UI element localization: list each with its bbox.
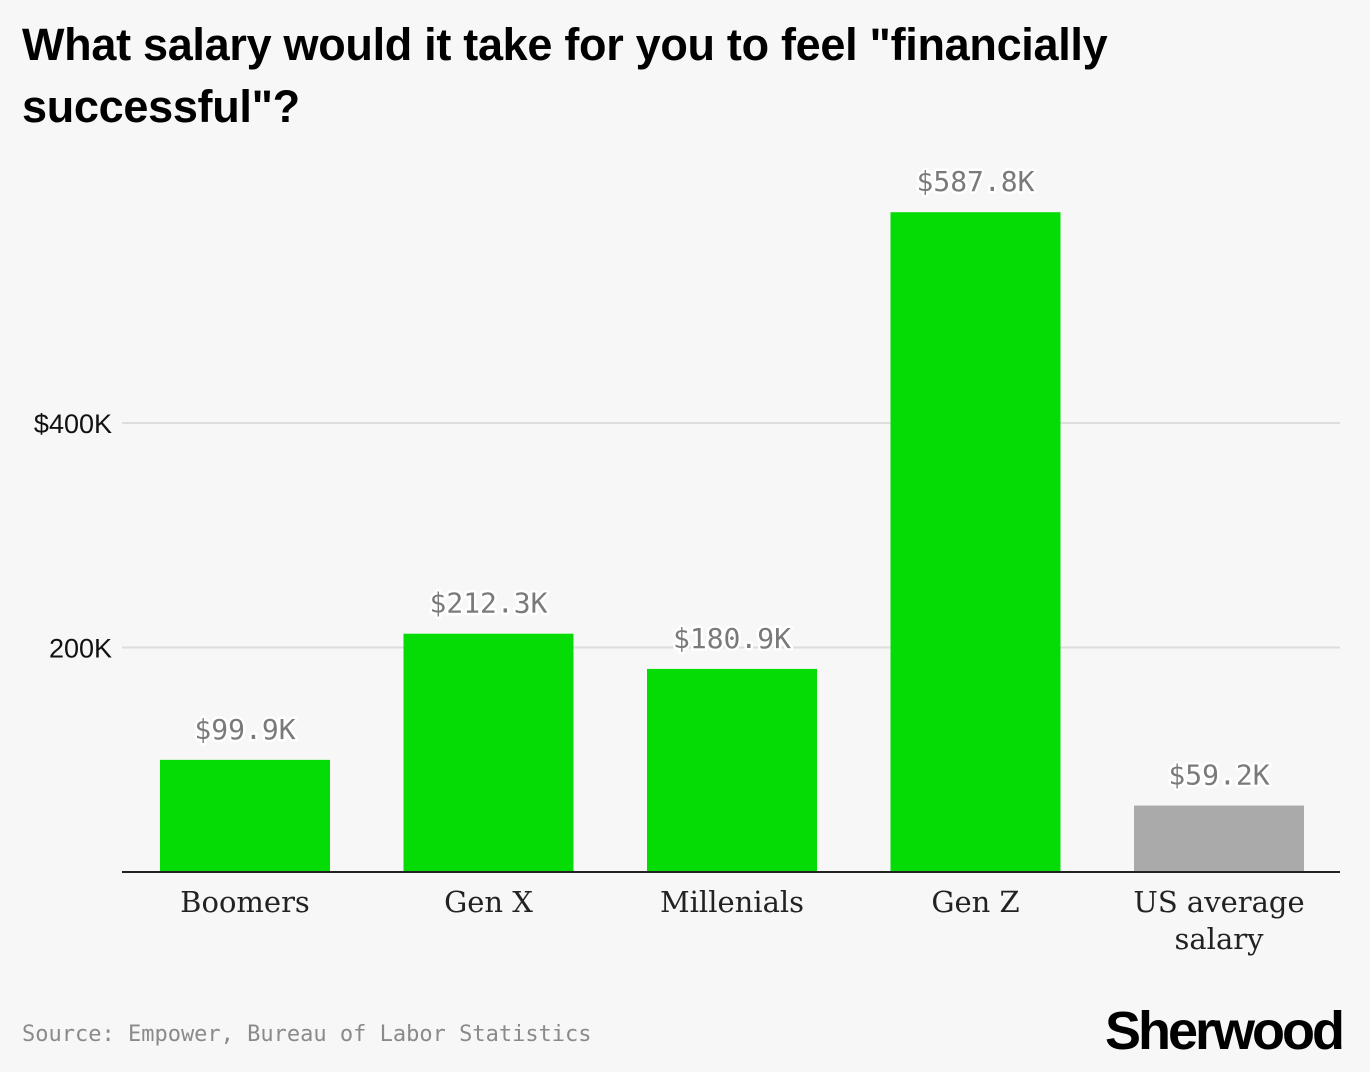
bar-value-label: $587.8K bbox=[916, 165, 1034, 198]
bar bbox=[403, 633, 574, 872]
bar-value-labels: $99.9K $212.3K $180.9K $587.8K $59.2K bbox=[192, 163, 1272, 794]
x-category-label: Millenials bbox=[660, 885, 804, 919]
x-axis-category-labels: Boomers Gen X Millenials Gen Z US averagesal… bbox=[180, 885, 1304, 956]
bar-value-label: $180.9K bbox=[673, 622, 791, 655]
bar bbox=[160, 759, 330, 872]
bar-value-label: $59.2K bbox=[1168, 759, 1269, 792]
x-category-label: Gen Z bbox=[931, 885, 1019, 919]
bars bbox=[160, 212, 1304, 872]
bar bbox=[890, 212, 1061, 872]
source-note: Source: Empower, Bureau of Labor Statist… bbox=[22, 1022, 592, 1047]
x-category-label: Gen X bbox=[444, 885, 533, 919]
chart-title: What salary would it take for you to fee… bbox=[22, 19, 1108, 132]
y-tick-label: $400K bbox=[34, 409, 112, 439]
x-category-label: Boomers bbox=[180, 885, 310, 919]
x-category-label: US average bbox=[1133, 885, 1304, 919]
bar bbox=[1134, 805, 1304, 872]
brand-logo: Sherwood bbox=[1104, 1001, 1345, 1061]
bar bbox=[647, 668, 817, 872]
x-category-label: salary bbox=[1175, 922, 1265, 956]
gridlines bbox=[122, 422, 1340, 649]
y-tick-label: 200K bbox=[49, 634, 112, 664]
bar-value-label: $99.9K bbox=[194, 713, 295, 746]
bar-value-label: $212.3K bbox=[429, 587, 547, 620]
y-axis-tick-labels: 200K $400K bbox=[34, 409, 112, 664]
